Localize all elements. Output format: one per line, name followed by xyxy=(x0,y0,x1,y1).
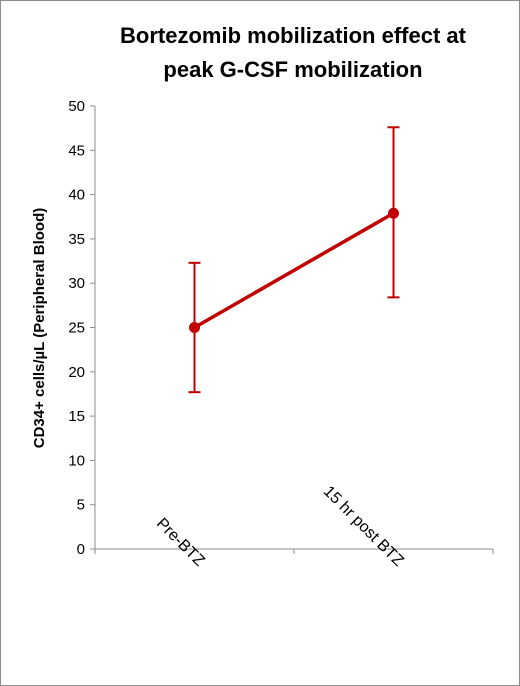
y-tick-label: 5 xyxy=(77,497,85,514)
y-tick-label: 0 xyxy=(77,541,85,558)
x-axis-ticks: Pre-BTZ 15 hr post BTZ xyxy=(94,483,494,570)
y-tick-label: 10 xyxy=(68,452,85,469)
chart-title-line-2: peak G-CSF mobilization xyxy=(163,57,422,82)
y-tick-label: 15 xyxy=(68,408,85,425)
y-tick-label: 25 xyxy=(68,320,85,337)
x-category-label: Pre-BTZ xyxy=(153,515,208,570)
y-axis-title: CD34+ cells/µL (Peripheral Blood) xyxy=(31,208,48,449)
x-category-label: 15 hr post BTZ xyxy=(320,483,407,570)
axes xyxy=(94,106,493,550)
y-axis-ticks: 0 5 10 15 20 25 30 35 40 45 50 xyxy=(68,98,95,558)
series-layer xyxy=(188,126,400,394)
chart-title-line-1: Bortezomib mobilization effect at xyxy=(120,23,467,48)
y-tick-label: 35 xyxy=(68,231,85,248)
y-tick-label: 30 xyxy=(68,275,85,292)
data-point xyxy=(388,207,399,219)
series-line xyxy=(193,211,395,330)
y-tick-label: 20 xyxy=(68,364,85,381)
data-point xyxy=(189,322,200,333)
y-tick-label: 40 xyxy=(68,187,85,204)
y-tick-label: 45 xyxy=(68,142,85,159)
y-tick-label: 50 xyxy=(68,98,85,115)
